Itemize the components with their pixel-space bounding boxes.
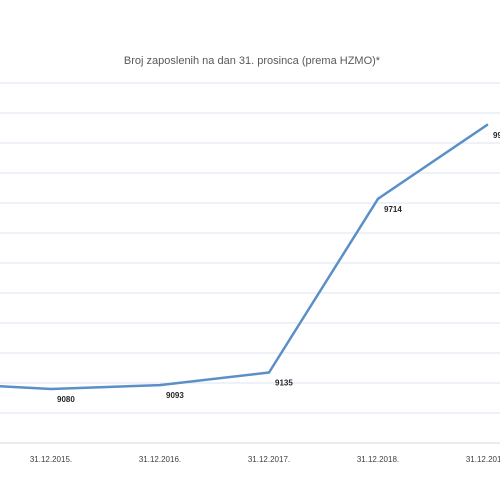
series-group	[0, 123, 489, 391]
data-label: 9080	[57, 395, 75, 404]
data-point	[267, 371, 271, 374]
x-tick-label: 31.12.2016.	[139, 455, 181, 464]
data-point	[485, 123, 489, 127]
data-point	[376, 197, 380, 200]
series-line	[0, 123, 489, 391]
x-tick-label: 31.12.2017.	[248, 455, 290, 464]
data-label: 9714	[384, 205, 402, 214]
data-labels: 9080 9093 9135 9714 99	[57, 131, 500, 404]
data-point	[158, 383, 162, 387]
x-tick-label: 31.12.2019.	[466, 455, 500, 464]
gridlines	[0, 82, 500, 414]
data-label: 9093	[166, 391, 184, 400]
x-tick-labels: 31.12.2015. 31.12.2016. 31.12.2017. 31.12.2…	[30, 455, 500, 464]
chart-title: Broj zaposlenih na dan 31. prosinca (pre…	[124, 55, 381, 67]
x-tick-label: 31.12.2018.	[357, 455, 399, 464]
data-point	[49, 387, 53, 391]
data-label: 9135	[275, 379, 293, 388]
data-label: 99	[493, 131, 500, 140]
x-tick-label: 31.12.2015.	[30, 455, 72, 464]
